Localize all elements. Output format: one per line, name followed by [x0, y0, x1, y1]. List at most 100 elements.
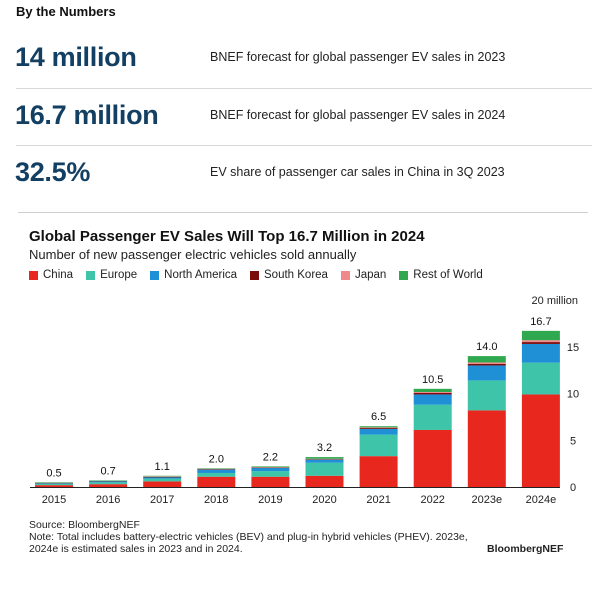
- total-label: 2.0: [209, 453, 224, 465]
- bar-segment-japan: [251, 467, 290, 468]
- x-tick-label: 2021: [366, 494, 390, 506]
- bar-segment-north-america: [305, 459, 344, 463]
- bar-segment-rest-of-world: [143, 475, 182, 477]
- bar-segment-china: [413, 429, 452, 487]
- legend-label: South Korea: [264, 269, 328, 281]
- chart-subtitle: Number of new passenger electric vehicle…: [29, 247, 357, 262]
- bar-segment-rest-of-world: [89, 480, 128, 481]
- bar-segment-europe: [359, 434, 398, 457]
- bar-segment-japan: [359, 427, 398, 428]
- y-tick-label: 10: [567, 389, 579, 401]
- x-tick-label: 2015: [42, 494, 66, 506]
- bloombergnef-logo: BloombergNEF: [487, 543, 564, 555]
- bar-segment-china: [467, 410, 506, 487]
- bar-segment-south-korea: [521, 342, 560, 344]
- bar-segment-europe: [89, 482, 128, 485]
- bar-segment-north-america: [35, 482, 73, 484]
- total-label-bg: [95, 464, 122, 478]
- total-label-bg: [149, 459, 176, 473]
- bar-segment-rest-of-world: [413, 388, 452, 393]
- total-label: 0.7: [100, 465, 115, 477]
- stat-description: BNEF forecast for global passenger EV sa…: [210, 108, 506, 122]
- total-label: 2.2: [263, 451, 278, 463]
- bar-segment-south-korea: [143, 476, 182, 478]
- stat-description: EV share of passenger car sales in China…: [210, 165, 505, 179]
- bar-segment-rest-of-world: [251, 466, 290, 468]
- bar-segment-europe: [521, 362, 560, 395]
- legend-label: Rest of World: [413, 269, 483, 281]
- total-label: 16.7: [530, 316, 551, 328]
- bar-segment-south-korea: [413, 392, 452, 395]
- chart-source: Source: BloombergNEF: [29, 519, 140, 531]
- bar-segment-south-korea: [197, 469, 236, 470]
- stat-row-2024: 16.7 million BNEF forecast for global pa…: [0, 89, 600, 141]
- bar-segment-japan: [521, 340, 560, 343]
- y-tick-label: 0: [570, 482, 576, 494]
- bar-segment-rest-of-world: [467, 356, 506, 363]
- legend-item: Rest of World: [399, 269, 483, 281]
- legend-item: South Korea: [250, 269, 328, 281]
- legend-item: China: [29, 269, 73, 281]
- section-heading: By the Numbers: [16, 4, 116, 19]
- bar-segment-japan: [413, 392, 452, 393]
- stat-row-china-share: 32.5% EV share of passenger car sales in…: [0, 146, 600, 198]
- total-label: 6.5: [371, 411, 386, 423]
- bar-segment-europe: [251, 471, 290, 477]
- bar-segment-north-america: [251, 468, 290, 472]
- chart-title: Global Passenger EV Sales Will Top 16.7 …: [29, 228, 425, 245]
- bar-segment-north-america: [197, 469, 236, 473]
- bar-segment-europe: [35, 483, 73, 486]
- x-tick-label: 2024e: [526, 494, 557, 506]
- divider: [16, 145, 592, 146]
- bar-segment-china: [251, 476, 290, 487]
- bar-segment-europe: [143, 478, 182, 482]
- bar-segment-rest-of-world: [359, 426, 398, 428]
- bar-segment-rest-of-world: [521, 330, 560, 341]
- bar-segment-japan: [467, 362, 506, 364]
- bar-segment-japan: [305, 458, 344, 460]
- total-label: 0.5: [46, 467, 61, 479]
- stat-value: 32.5%: [15, 157, 91, 187]
- x-tick-label: 2017: [150, 494, 174, 506]
- x-tick-label: 2018: [204, 494, 228, 506]
- bar-segment-south-korea: [251, 467, 290, 469]
- legend-item: North America: [150, 269, 237, 281]
- y-tick-label: 15: [567, 342, 579, 354]
- bar-segment-europe: [197, 472, 236, 477]
- stat-row-2023: 14 million BNEF forecast for global pass…: [0, 31, 600, 83]
- x-tick-label: 2016: [96, 494, 120, 506]
- bar-segment-china: [359, 456, 398, 487]
- stat-value: 16.7 million: [15, 100, 159, 130]
- bar-segment-south-korea: [305, 459, 344, 460]
- x-tick-label: 2022: [420, 494, 444, 506]
- bar-segment-north-america: [521, 343, 560, 363]
- total-label-bg: [257, 450, 284, 464]
- chart-frame: [18, 212, 588, 584]
- divider: [16, 88, 592, 89]
- legend-swatch: [250, 270, 260, 280]
- bar-segment-china: [35, 485, 73, 487]
- bar-segment-europe: [305, 462, 344, 476]
- bar-segment-europe: [467, 380, 506, 411]
- bar-segment-north-america: [143, 476, 182, 479]
- total-label-bg: [311, 441, 338, 455]
- bar-segment-china: [143, 481, 182, 487]
- total-label: 10.5: [422, 374, 443, 386]
- bar-segment-north-america: [467, 365, 506, 381]
- bar-segment-china: [305, 475, 344, 487]
- x-tick-label: 2023e: [472, 494, 503, 506]
- legend-label: North America: [164, 269, 238, 281]
- stat-value: 14 million: [15, 42, 137, 72]
- legend-item: Japan: [340, 269, 386, 281]
- legend-swatch: [340, 270, 350, 280]
- legend-swatch: [29, 270, 38, 280]
- bar-segment-north-america: [89, 480, 128, 483]
- x-tick-label: 2019: [258, 494, 282, 506]
- legend-item: Europe: [86, 269, 137, 281]
- bar-segment-south-korea: [467, 363, 506, 366]
- chart-legend: China Europe North America South Korea Japan…: [29, 269, 483, 281]
- bar-segment-rest-of-world: [305, 457, 344, 459]
- bar-segment-south-korea: [359, 427, 398, 429]
- bar-segment-north-america: [359, 428, 398, 435]
